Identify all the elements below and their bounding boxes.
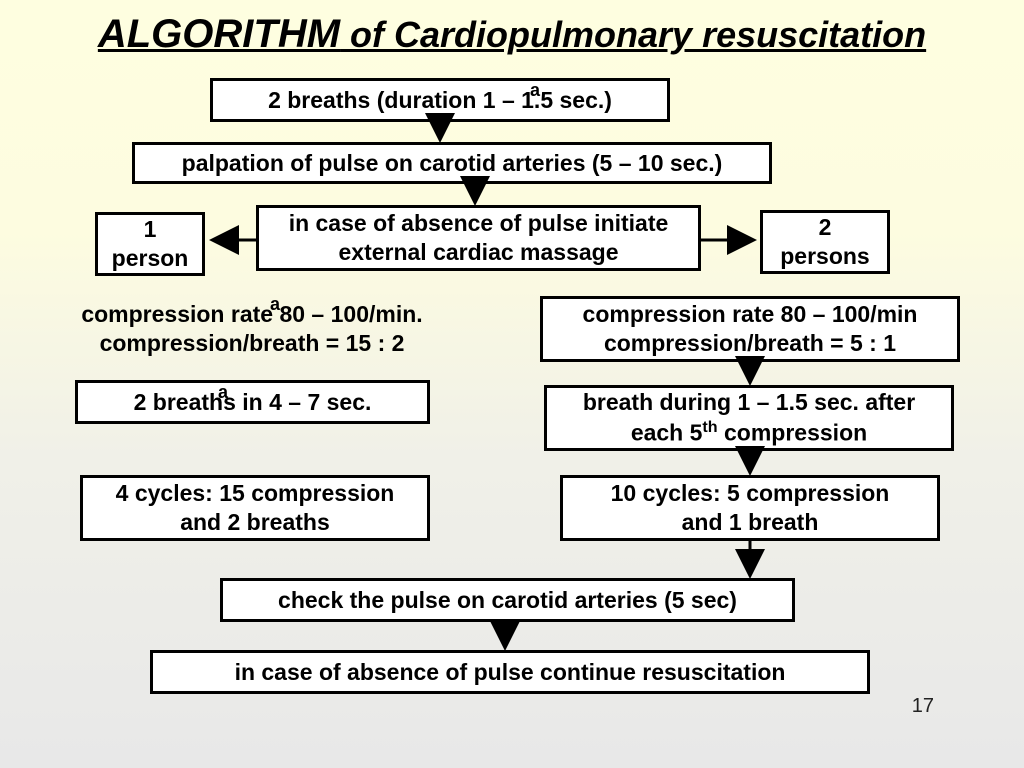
node-left-rate-l2: compression/breath = 15 : 2	[42, 329, 462, 358]
node-left-breaths: 2 breaths in 4 – 7 sec.	[75, 380, 430, 424]
node-right-breath-sup: th	[702, 418, 717, 436]
node-right-rate-l2: compression/breath = 5 : 1	[553, 329, 947, 358]
node-person1: 1 person	[95, 212, 205, 276]
node-continue-text: in case of absence of pulse continue res…	[235, 659, 786, 685]
node-check: check the pulse on carotid arteries (5 s…	[220, 578, 795, 622]
node-left-breaths-text: 2 breaths in 4 – 7 sec.	[134, 389, 372, 415]
node-left-rate-l1: compression rate 80 – 100/min.	[42, 300, 462, 329]
node-breaths2: 2 breaths (duration 1 – 1.5 sec.)	[210, 78, 670, 122]
node-left-cycles: 4 cycles: 15 compression and 2 breaths	[80, 475, 430, 541]
node-persons2-text: 2 persons	[780, 214, 869, 269]
node-left-cycles-l1: 4 cycles: 15 compression	[93, 479, 417, 508]
node-right-cycles-l2: and 1 breath	[573, 508, 927, 537]
node-continue: in case of absence of pulse continue res…	[150, 650, 870, 694]
stray-a-1: a	[530, 80, 540, 101]
node-right-breath-l1: breath during 1 – 1.5 sec. after	[557, 388, 941, 417]
node-breaths2-text: 2 breaths (duration 1 – 1.5 sec.)	[268, 87, 612, 113]
node-palpation-text: palpation of pulse on carotid arteries (…	[182, 150, 723, 176]
node-right-cycles-l1: 10 cycles: 5 compression	[573, 479, 927, 508]
node-initiate: in case of absence of pulse initiate ext…	[256, 205, 701, 271]
node-check-text: check the pulse on carotid arteries (5 s…	[278, 587, 737, 613]
title-small: of Cardiopulmonary resuscitation	[340, 14, 926, 55]
node-right-rate-l1: compression rate 80 – 100/min	[553, 300, 947, 329]
title-big: ALGORITHM	[98, 12, 340, 56]
page-number: 17	[912, 695, 934, 718]
node-person1-text: 1 person	[112, 216, 189, 271]
node-right-cycles: 10 cycles: 5 compression and 1 breath	[560, 475, 940, 541]
node-right-breath: breath during 1 – 1.5 sec. after each 5t…	[544, 385, 954, 451]
page-title: ALGORITHM of Cardiopulmonary resuscitati…	[30, 12, 994, 57]
stray-a-2: a	[270, 294, 280, 315]
node-persons2: 2 persons	[760, 210, 890, 274]
node-initiate-text: in case of absence of pulse initiate ext…	[289, 210, 669, 265]
stray-a-3: a	[218, 382, 228, 403]
node-right-breath-l2a: each 5	[631, 420, 703, 446]
node-right-rate: compression rate 80 – 100/min compressio…	[540, 296, 960, 362]
node-right-breath-l2: each 5th compression	[557, 417, 941, 447]
node-palpation: palpation of pulse on carotid arteries (…	[132, 142, 772, 184]
node-left-cycles-l2: and 2 breaths	[93, 508, 417, 537]
node-left-rate: compression rate 80 – 100/min. compressi…	[32, 296, 472, 362]
node-right-breath-l2b: compression	[718, 420, 868, 446]
